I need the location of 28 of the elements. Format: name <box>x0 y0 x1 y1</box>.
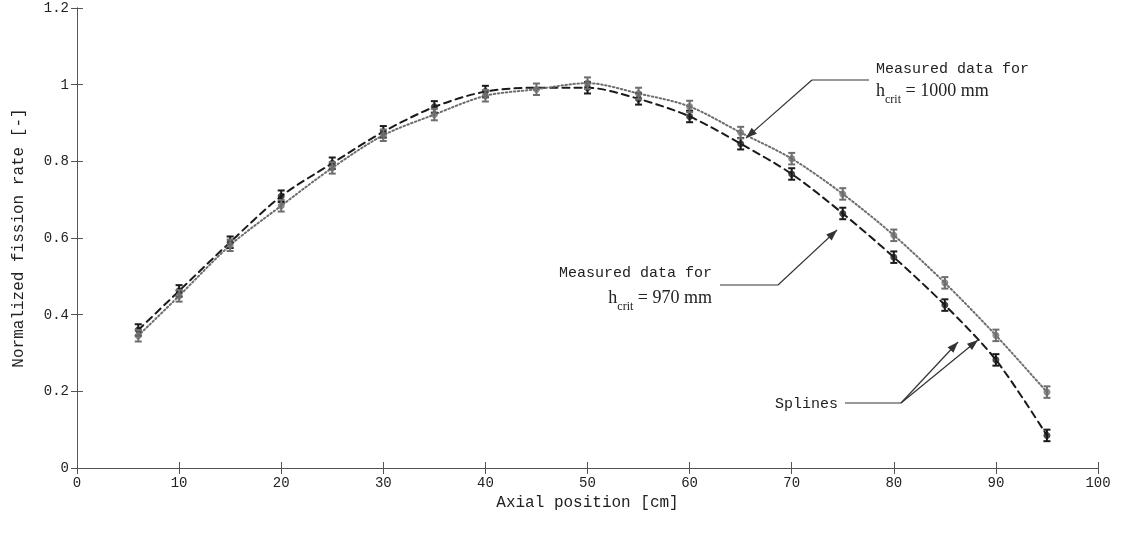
x-tick-label: 80 <box>885 475 903 491</box>
y-tick-label: 0.2 <box>43 383 69 400</box>
annotation: Splines <box>774 396 838 413</box>
x-tick-label: 30 <box>374 475 392 491</box>
x-axis-title: Axial position [cm] <box>496 493 679 512</box>
annotation: Measured data for h$_{crit}$ = 1000 mm <box>876 61 1030 106</box>
point <box>788 155 796 163</box>
x-tick-label: 0 <box>72 475 82 491</box>
x-tick-label: 50 <box>579 475 596 491</box>
x-tick-label: 70 <box>783 475 801 491</box>
x-tick-label: 60 <box>681 475 699 491</box>
y-tick-label: 0.6 <box>43 230 69 246</box>
point <box>1043 431 1051 439</box>
point <box>839 209 847 217</box>
x-tick-label: 90 <box>987 475 1005 491</box>
annotation: Measured data for h$_{crit}$ = 970 mm <box>558 265 712 313</box>
x-tick-label: 40 <box>476 475 494 491</box>
x-tick-label: 20 <box>272 475 290 491</box>
y-tick-label: 0.8 <box>43 153 69 170</box>
point <box>992 331 1000 339</box>
y-tick-label: 1.2 <box>43 0 69 16</box>
y-tick-label: 1 <box>60 76 69 93</box>
y-axis-title: Normalized fission rate [-] <box>10 108 28 368</box>
point <box>890 231 898 239</box>
y-tick-label: 0 <box>60 460 69 476</box>
x-tick-label: 10 <box>170 475 188 491</box>
x-tick-label: 100 <box>1085 475 1111 491</box>
y-tick-label: 0.4 <box>43 306 69 323</box>
